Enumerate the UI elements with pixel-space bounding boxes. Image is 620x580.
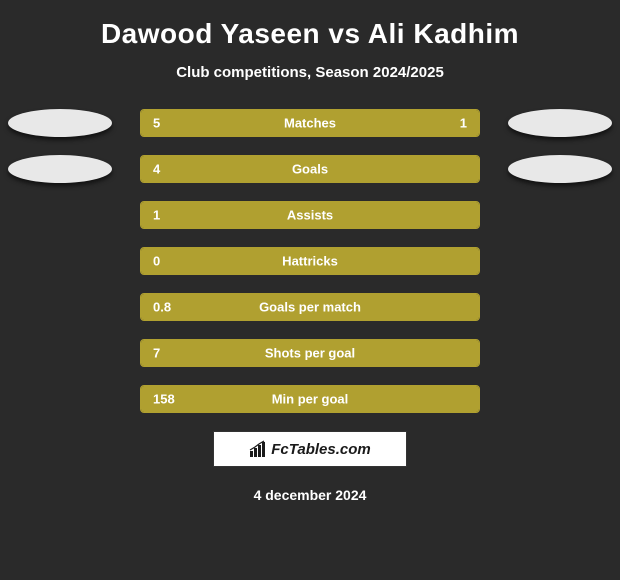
stat-bar: 1 Assists (140, 201, 480, 229)
stat-bar: 7 Shots per goal (140, 339, 480, 367)
stat-bar: 5 Matches 1 (140, 109, 480, 137)
bar-label: Min per goal (272, 392, 349, 407)
watermark-badge: FcTables.com (213, 431, 407, 467)
stat-bar: 4 Goals (140, 155, 480, 183)
stat-bar: 158 Min per goal (140, 385, 480, 413)
ellipse-placeholder (508, 339, 612, 367)
ellipse-placeholder (508, 385, 612, 413)
ellipse-placeholder (8, 385, 112, 413)
bar-label: Goals (292, 162, 328, 177)
player-left-ellipse (8, 109, 112, 137)
bar-left-value: 4 (153, 162, 160, 177)
bar-right-fill (423, 110, 479, 136)
infographic-container: Dawood Yaseen vs Ali Kadhim Club competi… (0, 0, 620, 580)
watermark-text: FcTables.com (271, 441, 370, 458)
stat-row: 1 Assists (8, 201, 612, 229)
bar-left-value: 5 (153, 116, 160, 131)
bar-left-value: 7 (153, 346, 160, 361)
stat-bar: 0 Hattricks (140, 247, 480, 275)
stat-row: 5 Matches 1 (8, 109, 612, 137)
bar-left-value: 158 (153, 392, 175, 407)
chart-icon (249, 440, 267, 458)
bar-label: Goals per match (259, 300, 361, 315)
bar-right-value: 1 (460, 116, 467, 131)
stat-row: 0.8 Goals per match (8, 293, 612, 321)
bar-label: Hattricks (282, 254, 338, 269)
stat-row: 158 Min per goal (8, 385, 612, 413)
stat-row: 0 Hattricks (8, 247, 612, 275)
stat-row: 4 Goals (8, 155, 612, 183)
ellipse-placeholder (8, 339, 112, 367)
ellipse-placeholder (8, 247, 112, 275)
ellipse-placeholder (508, 201, 612, 229)
ellipse-placeholder (508, 247, 612, 275)
bar-label: Shots per goal (265, 346, 355, 361)
bar-label: Matches (284, 116, 336, 131)
bar-left-value: 0 (153, 254, 160, 269)
player-left-ellipse (8, 155, 112, 183)
bar-label: Assists (287, 208, 333, 223)
subtitle: Club competitions, Season 2024/2025 (0, 64, 620, 81)
ellipse-placeholder (508, 293, 612, 321)
date-label: 4 december 2024 (0, 487, 620, 503)
player-right-ellipse (508, 109, 612, 137)
stat-row: 7 Shots per goal (8, 339, 612, 367)
chart-area: 5 Matches 1 4 Goals 1 Assists 0 Hattricks 0.8 Goal… (0, 109, 620, 413)
bar-left-value: 1 (153, 208, 160, 223)
ellipse-placeholder (8, 293, 112, 321)
player-right-ellipse (508, 155, 612, 183)
bar-left-fill (141, 110, 423, 136)
stat-bar: 0.8 Goals per match (140, 293, 480, 321)
ellipse-placeholder (8, 201, 112, 229)
page-title: Dawood Yaseen vs Ali Kadhim (0, 18, 620, 50)
watermark-inner: FcTables.com (249, 440, 370, 458)
bar-left-value: 0.8 (153, 300, 171, 315)
